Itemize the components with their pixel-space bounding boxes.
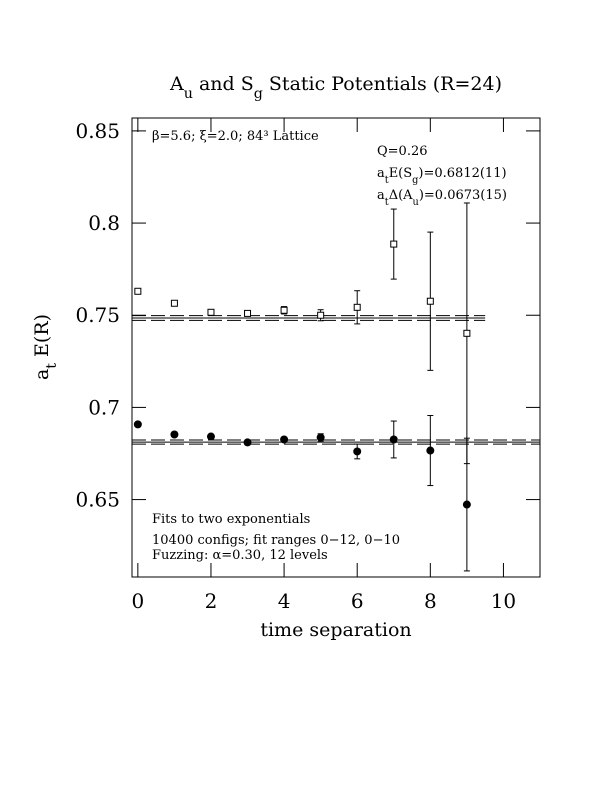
x-axis-label: time separation xyxy=(260,619,411,641)
x-tick-label: 2 xyxy=(205,589,218,613)
point xyxy=(316,433,325,442)
annotation-part: )=0.6812(11) xyxy=(418,166,506,181)
point xyxy=(426,297,434,305)
y-axis-label-part: a xyxy=(31,369,53,380)
point xyxy=(207,308,215,316)
y-tick-label: 0.85 xyxy=(75,119,120,143)
annotation-part: 10400 configs; fit ranges 0−12, 0−10 xyxy=(152,533,400,548)
plot-area xyxy=(132,202,540,572)
annotation: atE(Sg)=0.6812(11) xyxy=(377,166,507,186)
y-axis-label-part: t xyxy=(44,363,60,369)
point xyxy=(244,309,252,317)
point xyxy=(353,303,361,311)
chart-title: Au and Sg Static Potentials (R=24) xyxy=(169,73,502,102)
annotation-part: )=0.0673(15) xyxy=(419,188,507,203)
point xyxy=(170,430,179,439)
annotation-part: a xyxy=(377,166,385,181)
y-tick-label: 0.8 xyxy=(88,211,120,235)
annotation-part: g xyxy=(412,175,418,186)
annotation: Q=0.26 xyxy=(377,144,428,159)
annotation-part: β=5.6; ξ=2.0; 84³ Lattice xyxy=(152,129,319,144)
annotation: Fits to two exponentials xyxy=(152,512,310,527)
point xyxy=(390,240,398,248)
point xyxy=(243,438,252,447)
y-tick-label: 0.65 xyxy=(75,488,120,512)
y-tick-label: 0.7 xyxy=(88,395,120,419)
annotation: β=5.6; ξ=2.0; 84³ Lattice xyxy=(152,129,319,144)
annotation-part: Δ(A xyxy=(389,188,413,203)
chart-title-part: g xyxy=(254,86,263,102)
chart-title-part: and S xyxy=(193,73,254,95)
annotation-part: Q=0.26 xyxy=(377,144,428,159)
point xyxy=(317,311,325,319)
point xyxy=(462,500,471,509)
x-tick-label: 4 xyxy=(278,589,291,613)
chart-title-part: Static Potentials (R=24) xyxy=(263,73,502,95)
annotation-part: E(S xyxy=(389,166,412,181)
annotation-part: Fuzzing: α=0.30, 12 levels xyxy=(152,548,328,563)
annotation: 10400 configs; fit ranges 0−12, 0−10 xyxy=(152,533,400,548)
annotation-part: a xyxy=(377,188,385,203)
point xyxy=(280,435,289,444)
x-tick-label: 0 xyxy=(131,589,144,613)
point xyxy=(463,329,471,337)
y-axis-label-part: E(R) xyxy=(31,314,53,363)
annotation: Fuzzing: α=0.30, 12 levels xyxy=(152,548,328,563)
plot-frame xyxy=(131,117,541,578)
annotation-part: t xyxy=(385,197,389,208)
y-axis-label: at E(R) xyxy=(31,314,60,380)
point xyxy=(389,435,398,444)
y-tick-label: 0.75 xyxy=(75,303,120,327)
x-tick-label: 10 xyxy=(491,589,516,613)
point xyxy=(353,447,362,456)
chart-title-part: u xyxy=(184,86,193,102)
point xyxy=(133,420,142,429)
x-tick-label: 6 xyxy=(351,589,364,613)
annotation-part: Fits to two exponentials xyxy=(152,512,310,527)
point xyxy=(134,287,142,295)
chart-title-part: A xyxy=(169,73,184,95)
point xyxy=(280,306,288,314)
point xyxy=(170,299,178,307)
x-tick-label: 8 xyxy=(424,589,437,613)
annotation: atΔ(Au)=0.0673(15) xyxy=(377,188,507,208)
annotation-part: u xyxy=(413,197,419,208)
annotation-part: t xyxy=(385,175,389,186)
point xyxy=(426,446,435,455)
point xyxy=(206,432,215,441)
